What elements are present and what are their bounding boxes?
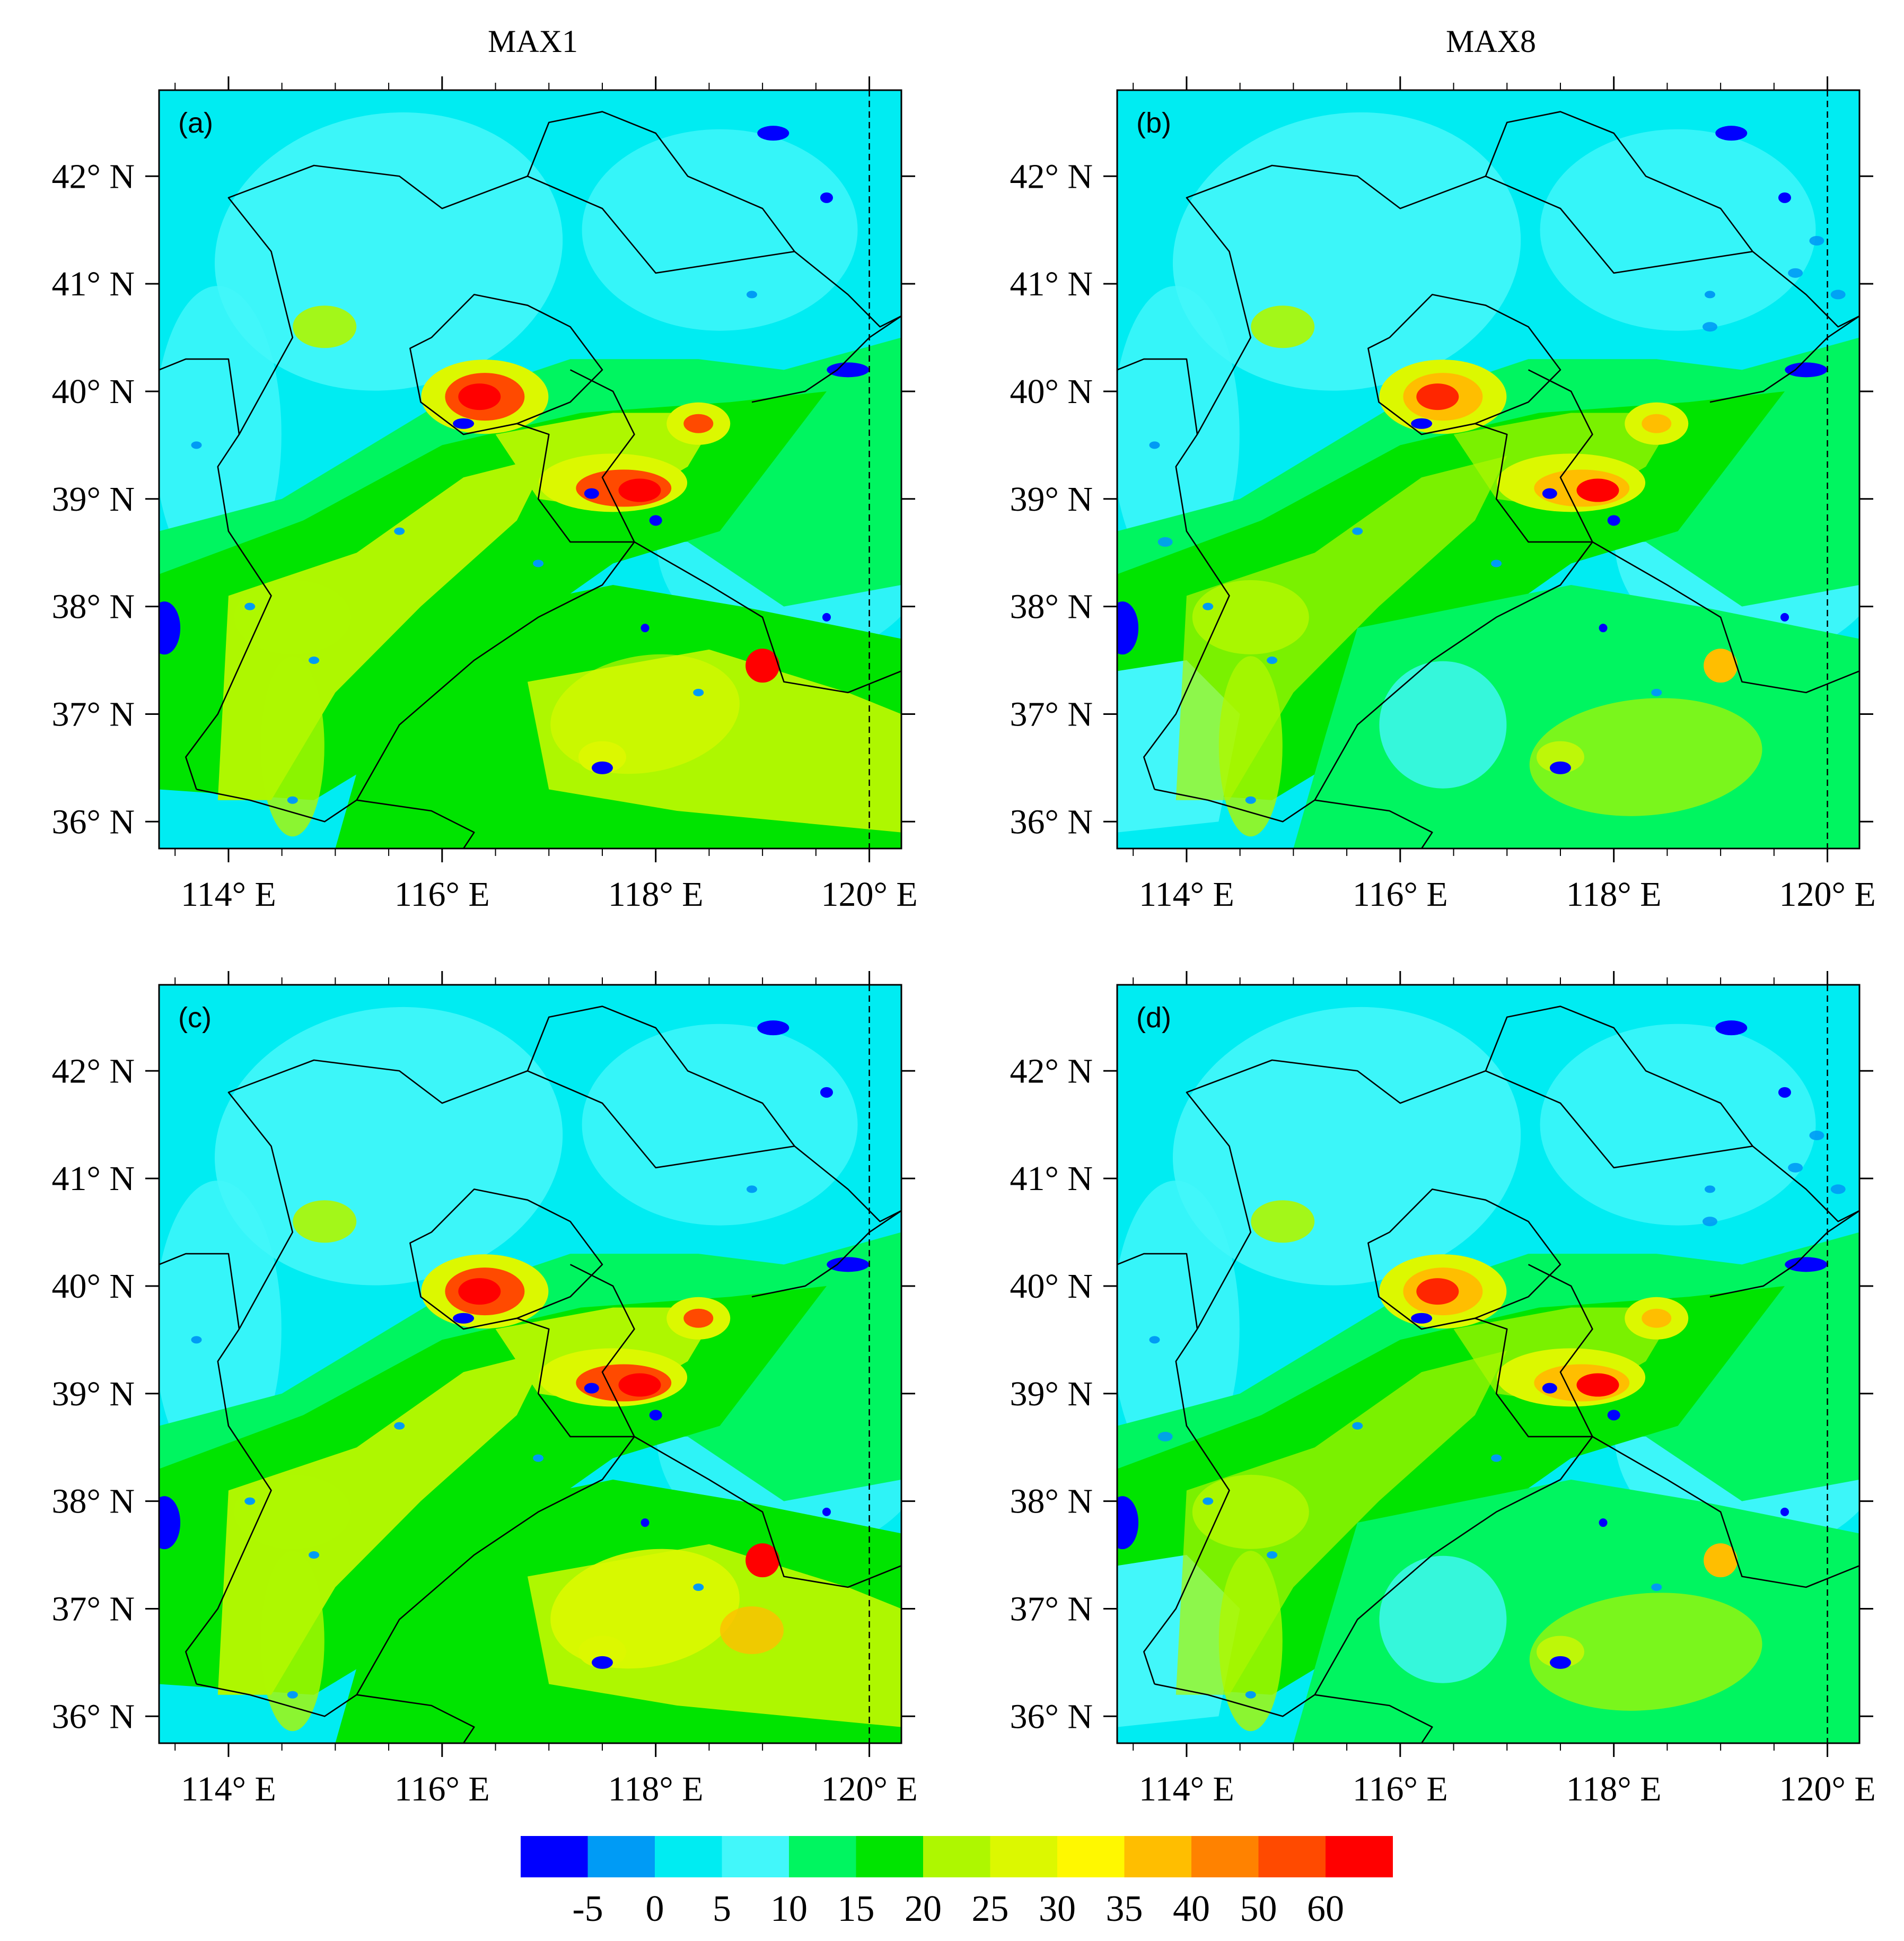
lon-tick-label: 114° E [181, 1770, 276, 1808]
colorbar-swatch [722, 1836, 789, 1877]
lon-tick-label: 118° E [608, 1770, 704, 1808]
map-panel-c: (c) 114° E 116° E 118° E 120° E 36° N 37° N 38°… [51, 971, 918, 1808]
panel-label-c: (c) [178, 1002, 212, 1034]
colorbar-label: 10 [770, 1888, 808, 1929]
panel-label-a: (a) [178, 107, 213, 139]
lat-tick-label: 38° N [51, 1482, 135, 1521]
lat-tick-label: 42° N [51, 1052, 135, 1090]
lat-tick-label: 42° N [1010, 157, 1093, 196]
field-b [1117, 90, 1859, 849]
column-title-max1: MAX1 [488, 24, 578, 59]
panel-frame-a [158, 89, 902, 850]
colorbar-label: 0 [646, 1888, 664, 1929]
lon-tick-label: 116° E [394, 1770, 490, 1808]
lat-tick-label: 39° N [1010, 480, 1093, 519]
colorbar-label: 40 [1173, 1888, 1210, 1929]
lat-tick-label: 40° N [51, 372, 135, 411]
colorbar-swatch [1326, 1836, 1393, 1877]
map-panels: (a) 114° E 116° E 118° E 120° E 36° N 37° N 38°… [51, 76, 1876, 1808]
map-panel-a: (a) 114° E 116° E 118° E 120° E 36° N 37° N 38°… [51, 76, 918, 914]
panel-label-b: (b) [1136, 107, 1171, 139]
colorbar-label: 60 [1307, 1888, 1344, 1929]
colorbar-label: 5 [713, 1888, 731, 1929]
lat-tick-label: 38° N [51, 588, 135, 626]
colorbar-swatch [1258, 1836, 1326, 1877]
lon-tick-label: 118° E [1566, 875, 1662, 914]
map-panel-d: (d) 114° E 116° E 118° E 120° E 36° N 37° N 38°… [1010, 971, 1876, 1808]
colorbar-swatch [655, 1836, 722, 1877]
lat-tick-label: 38° N [1010, 588, 1093, 626]
colorbar-swatch [587, 1836, 655, 1877]
lat-tick-label: 36° N [1010, 802, 1093, 841]
column-title-max8: MAX8 [1446, 24, 1536, 59]
lon-tick-label: 118° E [608, 875, 704, 914]
lat-tick-label: 36° N [51, 802, 135, 841]
colorbar-swatch [990, 1836, 1058, 1877]
colorbar-label: 35 [1106, 1888, 1143, 1929]
lat-tick-label: 41° N [1010, 1159, 1093, 1198]
colorbar-swatch [856, 1836, 924, 1877]
lon-tick-label: 116° E [394, 875, 490, 914]
colorbar-swatch [923, 1836, 990, 1877]
colorbar-label: 50 [1240, 1888, 1277, 1929]
lon-tick-label: 120° E [1779, 875, 1875, 914]
colorbar: -5 0 5 10 15 20 25 30 35 40 50 60 [521, 1836, 1393, 1929]
lat-tick-label: 37° N [51, 695, 135, 733]
lat-tick-label: 38° N [1010, 1482, 1093, 1521]
lat-tick-label: 40° N [1010, 1267, 1093, 1306]
lat-tick-label: 39° N [51, 480, 135, 519]
lat-tick-label: 36° N [1010, 1697, 1093, 1736]
lon-tick-label: 120° E [1779, 1770, 1875, 1808]
colorbar-swatch [1057, 1836, 1125, 1877]
lon-tick-label: 114° E [181, 875, 276, 914]
lat-tick-label: 42° N [51, 157, 135, 196]
lon-tick-label: 120° E [821, 1770, 917, 1808]
lon-tick-label: 116° E [1353, 875, 1448, 914]
lat-tick-label: 42° N [1010, 1052, 1093, 1090]
lat-tick-label: 39° N [51, 1375, 135, 1413]
colorbar-swatch [789, 1836, 856, 1877]
field-c [159, 985, 901, 1743]
lon-tick-label: 120° E [821, 875, 917, 914]
lat-tick-label: 37° N [1010, 695, 1093, 733]
colorbar-swatch [1124, 1836, 1192, 1877]
colorbar-label: 20 [905, 1888, 942, 1929]
lat-tick-label: 37° N [51, 1589, 135, 1628]
lat-tick-label: 36° N [51, 1697, 135, 1736]
field-a [159, 90, 901, 849]
panel-label-d: (d) [1136, 1002, 1171, 1034]
lat-tick-label: 41° N [1010, 265, 1093, 303]
colorbar-label: 15 [838, 1888, 875, 1929]
lon-tick-label: 114° E [1139, 1770, 1234, 1808]
field-d [1117, 985, 1859, 1743]
colorbar-label: -5 [572, 1888, 603, 1929]
panel-frame-b [1116, 89, 1861, 850]
lat-tick-label: 41° N [51, 1159, 135, 1198]
lat-tick-label: 40° N [51, 1267, 135, 1306]
lat-tick-label: 41° N [51, 265, 135, 303]
panel-frame-d [1116, 984, 1861, 1744]
lon-tick-label: 118° E [1566, 1770, 1662, 1808]
colorbar-swatch [521, 1836, 588, 1877]
lat-tick-label: 39° N [1010, 1375, 1093, 1413]
colorbar-label: 25 [972, 1888, 1009, 1929]
colorbar-swatch [1191, 1836, 1259, 1877]
panel-frame-c [158, 984, 902, 1744]
colorbar-label: 30 [1039, 1888, 1076, 1929]
lat-tick-label: 40° N [1010, 372, 1093, 411]
lat-tick-label: 37° N [1010, 1589, 1093, 1628]
lon-tick-label: 114° E [1139, 875, 1234, 914]
map-panel-b: (b) 114° E 116° E 118° E 120° E 36° N 37° N 38°… [1010, 76, 1876, 914]
lon-tick-label: 116° E [1353, 1770, 1448, 1808]
